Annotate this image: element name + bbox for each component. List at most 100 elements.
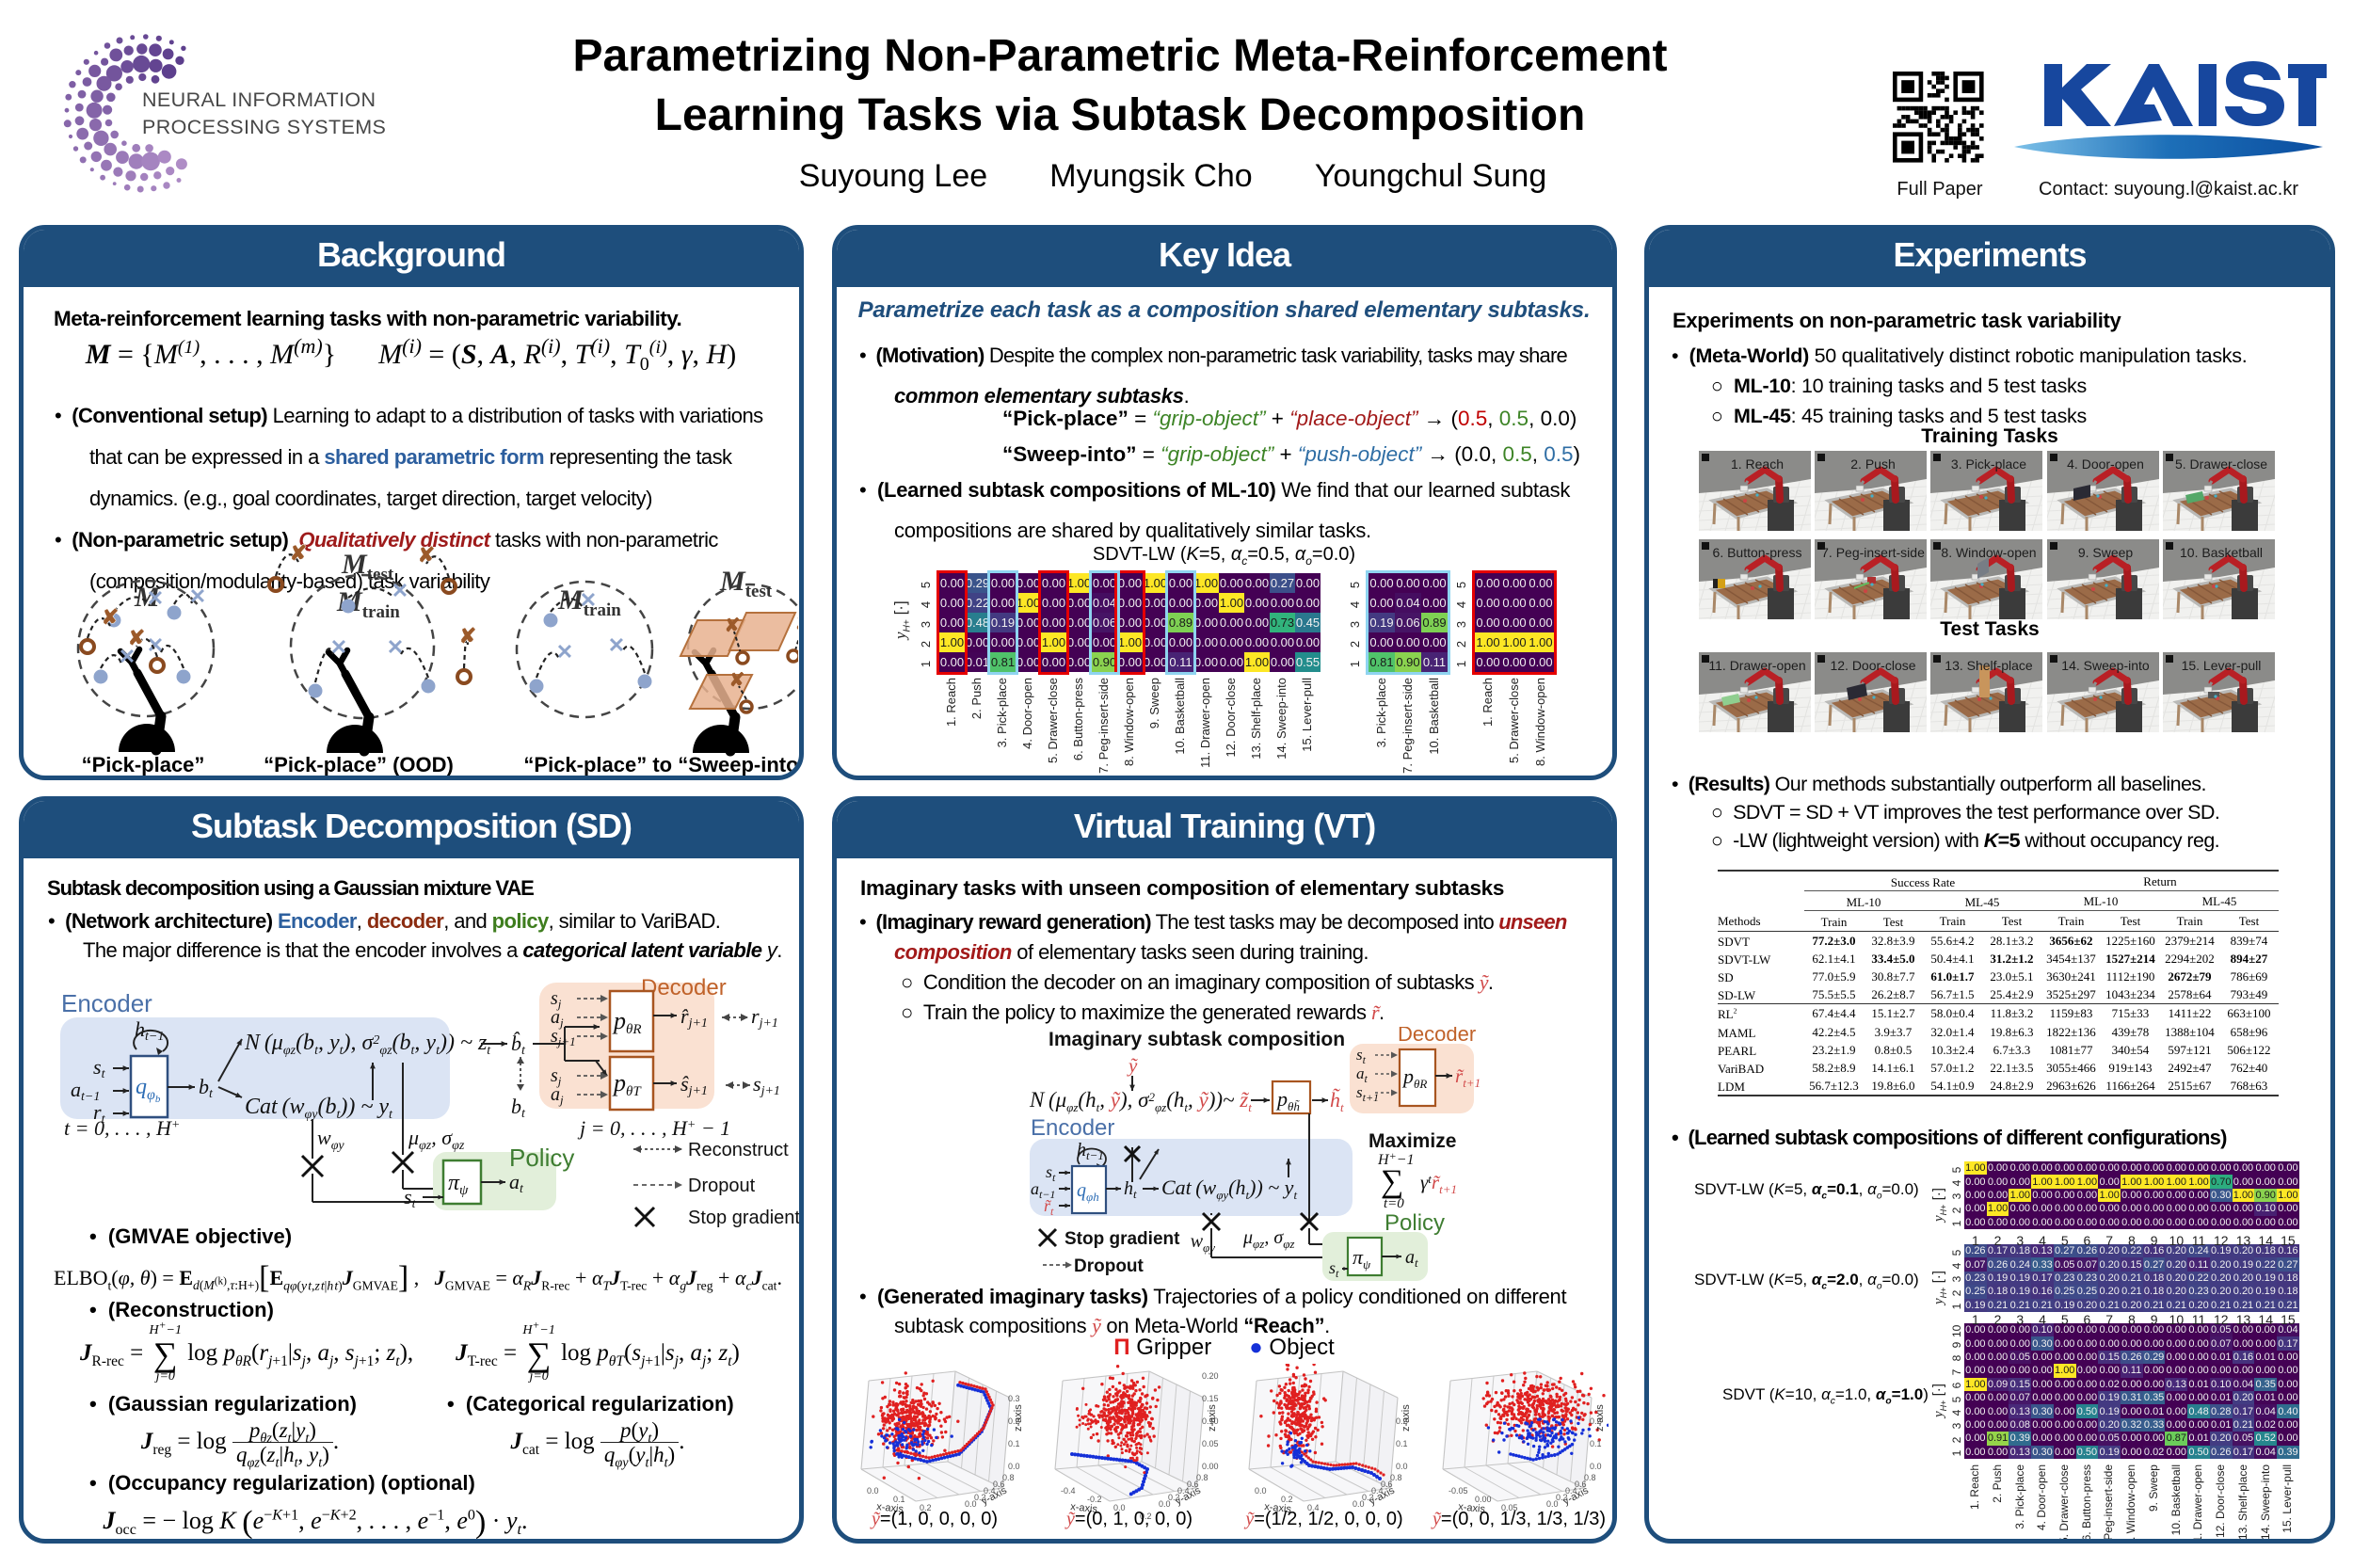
svg-text:12. Door-close: 12. Door-close (1831, 658, 1916, 673)
svg-text:0.0: 0.0 (1159, 1499, 1171, 1509)
svg-text:ỹ: ỹ (1127, 1054, 1138, 1077)
svg-text:0.6: 0.6 (1575, 1480, 1587, 1489)
svg-text:0.0: 0.0 (1008, 1462, 1020, 1471)
svg-text:t = 0, . . . , H+: t = 0, . . . , H+ (64, 1116, 180, 1140)
svg-text:N (μφz(bt, yt), σ2φz(bt, yt)): N (μφz(bt, yt), σ2φz(bt, yt)) ~ zt (244, 1031, 491, 1058)
svg-text:✕: ✕ (387, 635, 404, 659)
svg-text:✕: ✕ (147, 586, 164, 610)
svg-text:0.0: 0.0 (1546, 1499, 1559, 1509)
svg-text:b̂t: b̂t (511, 1032, 526, 1058)
svg-text:10. Basketball: 10. Basketball (2180, 545, 2263, 560)
svg-text:0.1: 0.1 (1590, 1439, 1602, 1448)
svg-text:0.8: 0.8 (1196, 1473, 1209, 1482)
svg-text:0.2: 0.2 (1362, 1493, 1374, 1502)
svg-text:9. Sweep: 9. Sweep (2077, 545, 2133, 560)
svg-text:0.3: 0.3 (1008, 1394, 1020, 1403)
svg-text:Cat (wφy(bt)) ~ yt: Cat (wφy(bt)) ~ yt (245, 1095, 393, 1122)
svg-text:Dropout: Dropout (688, 1176, 756, 1196)
svg-text:0.4: 0.4 (1307, 1503, 1320, 1512)
svg-text:✕: ✕ (189, 584, 206, 608)
svg-text:μφz, σφz: μφz, σφz (408, 1126, 465, 1153)
svg-text:0.8: 0.8 (1002, 1473, 1015, 1482)
svg-text:st: st (1356, 1046, 1367, 1066)
svg-text:11. Drawer-open: 11. Drawer-open (1708, 658, 1805, 673)
svg-text:bt: bt (511, 1095, 526, 1121)
svg-text:Encoder: Encoder (1031, 1115, 1114, 1141)
svg-text:13. Shelf-place: 13. Shelf-place (1945, 658, 2034, 673)
svg-text:z-axis: z-axis (1401, 1404, 1412, 1432)
svg-text:0.1: 0.1 (893, 1495, 905, 1504)
svg-text:✘: ✘ (128, 626, 145, 649)
svg-text:0.2: 0.2 (1396, 1416, 1408, 1426)
svg-text:0.1: 0.1 (1008, 1439, 1020, 1448)
svg-text:Decoder: Decoder (1398, 1027, 1476, 1046)
svg-text:sj+1: sj+1 (551, 1026, 576, 1048)
svg-text:0.15: 0.15 (1202, 1394, 1219, 1403)
svg-text:5. Drawer-close: 5. Drawer-close (2175, 456, 2267, 472)
svg-text:x-axis: x-axis (1458, 1501, 1486, 1515)
svg-text:Encoder: Encoder (61, 989, 152, 1017)
svg-text:-0.4: -0.4 (1061, 1486, 1076, 1496)
svg-text:Mtest: Mtest (341, 549, 394, 584)
svg-text:0.8: 0.8 (1584, 1473, 1596, 1482)
svg-text:0.10: 0.10 (1202, 1416, 1219, 1426)
svg-text:sj: sj (551, 1065, 562, 1088)
svg-text:✘: ✘ (729, 670, 745, 691)
svg-text:Reconstruct: Reconstruct (688, 1140, 789, 1160)
svg-text:2. Push: 2. Push (1850, 456, 1895, 472)
svg-text:✕: ✕ (147, 633, 164, 657)
svg-text:4. Door-open: 4. Door-open (2067, 456, 2144, 472)
svg-text:0.2: 0.2 (1556, 1493, 1568, 1502)
svg-text:Imaginary subtask composition: Imaginary subtask composition (1048, 1029, 1345, 1050)
svg-text:sj: sj (551, 988, 562, 1011)
svg-text:0.2: 0.2 (1590, 1416, 1602, 1426)
svg-text:x-axis: x-axis (876, 1501, 904, 1515)
svg-text:0.00: 0.00 (1202, 1462, 1219, 1471)
svg-text:0.2: 0.2 (974, 1493, 986, 1502)
svg-text:Mtest: Mtest (719, 566, 773, 601)
svg-text:Stop gradient: Stop gradient (688, 1208, 799, 1228)
svg-text:0.0: 0.0 (1590, 1462, 1602, 1471)
svg-text:0.00: 0.00 (1475, 1495, 1492, 1504)
svg-text:0.20: 0.20 (1202, 1371, 1219, 1381)
svg-text:6. Button-press: 6. Button-press (1713, 545, 1802, 560)
svg-text:N (μφz(ht, ỹ), σ2φz(ht, ỹ))~: N (μφz(ht, ỹ), σ2φz(ht, ỹ))~ z̃t (1029, 1088, 1252, 1114)
svg-text:H+−1: H+−1 (1377, 1149, 1414, 1168)
svg-text:Dropout: Dropout (1074, 1256, 1144, 1276)
svg-text:0.0: 0.0 (1255, 1486, 1267, 1496)
svg-text:h̃t: h̃t (1330, 1088, 1344, 1114)
svg-text:∑: ∑ (1381, 1164, 1403, 1199)
svg-text:✘: ✘ (290, 541, 307, 565)
svg-text:z-axis: z-axis (1207, 1404, 1218, 1432)
svg-text:8. Window-open: 8. Window-open (1942, 545, 2037, 560)
svg-text:7. Peg-insert-side: 7. Peg-insert-side (1821, 545, 1925, 560)
svg-text:0.2: 0.2 (1168, 1493, 1180, 1502)
svg-text:z-axis: z-axis (1013, 1404, 1024, 1432)
svg-text:Stop gradient: Stop gradient (1064, 1229, 1180, 1249)
svg-text:✘: ✘ (725, 616, 741, 636)
svg-text:✘: ✘ (418, 543, 435, 567)
svg-text:✕: ✕ (608, 633, 625, 657)
svg-text:3. Pick-place: 3. Pick-place (1951, 456, 2026, 472)
svg-text:✕: ✕ (392, 579, 408, 602)
svg-text:x-axis: x-axis (1070, 1501, 1098, 1515)
svg-text:0.8: 0.8 (1390, 1473, 1402, 1482)
svg-text:✕: ✕ (556, 640, 573, 664)
svg-text:✕: ✕ (330, 635, 347, 659)
svg-text:wφy: wφy (317, 1126, 344, 1153)
svg-text:0.6: 0.6 (993, 1480, 1005, 1489)
svg-text:✕: ✕ (580, 588, 597, 612)
svg-text:0.2: 0.2 (1281, 1495, 1293, 1504)
svg-text:0.0: 0.0 (1396, 1462, 1408, 1471)
svg-text:μφz, σφz: μφz, σφz (1242, 1227, 1294, 1251)
svg-text:0.6: 0.6 (1187, 1480, 1199, 1489)
svg-text:14. Sweep-into: 14. Sweep-into (2061, 658, 2150, 673)
svg-text:0.0: 0.0 (1113, 1503, 1126, 1512)
svg-text:0.4: 0.4 (1371, 1486, 1384, 1496)
svg-text:rj+1: rj+1 (751, 1004, 778, 1031)
svg-text:-0.2: -0.2 (1087, 1495, 1102, 1504)
svg-text:0.0: 0.0 (867, 1486, 879, 1496)
svg-text:1. Reach: 1. Reach (1731, 456, 1784, 472)
svg-text:Decoder: Decoder (641, 975, 727, 1000)
svg-text:j = 0, . . . , H+ − 1: j = 0, . . . , H+ − 1 (577, 1116, 730, 1140)
